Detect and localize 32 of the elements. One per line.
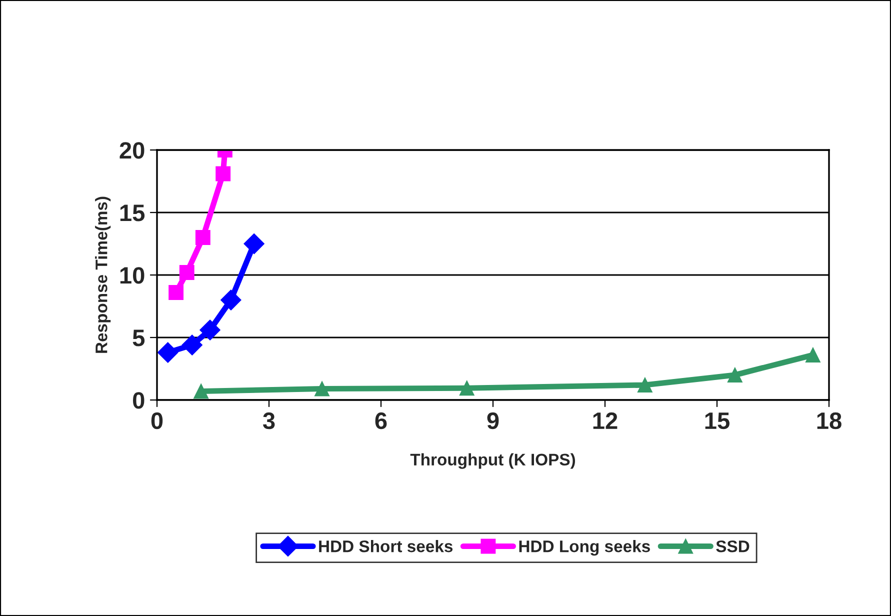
- legend-label: HDD Short seeks: [319, 540, 453, 552]
- legend-label: SSD: [716, 540, 750, 552]
- point: [194, 384, 209, 399]
- x-tick-label: 3: [262, 412, 275, 430]
- x-tick-label: 9: [487, 412, 499, 430]
- point: [314, 381, 330, 396]
- y-tick-label: 15: [120, 204, 145, 222]
- legend-label: HDD Long seeks: [519, 540, 650, 556]
- x-tick-label: 12: [593, 412, 618, 429]
- point: [216, 166, 231, 182]
- point: [220, 290, 242, 310]
- y-tick-label: 10: [120, 267, 144, 284]
- point: [157, 342, 178, 363]
- point: [168, 285, 184, 300]
- point: [805, 348, 820, 362]
- y-axis-title: Response Time(ms): [95, 196, 111, 353]
- x-tick-label: 6: [375, 412, 387, 430]
- point: [195, 230, 210, 245]
- x-tick-label: 0: [151, 412, 163, 430]
- point: [182, 334, 202, 356]
- point: [459, 380, 474, 396]
- point: [200, 320, 220, 340]
- y-tick-label: 5: [132, 330, 145, 346]
- point: [637, 378, 652, 392]
- point: [179, 265, 194, 280]
- x-tick-label: 18: [817, 412, 842, 430]
- point: [727, 368, 742, 382]
- x-tick-label: 15: [705, 412, 730, 430]
- point: [244, 233, 264, 254]
- y-tick-label: 20: [120, 142, 144, 159]
- y-tick-label: 0: [133, 392, 144, 409]
- x-axis-title: Throughput (K IOPS): [410, 453, 576, 469]
